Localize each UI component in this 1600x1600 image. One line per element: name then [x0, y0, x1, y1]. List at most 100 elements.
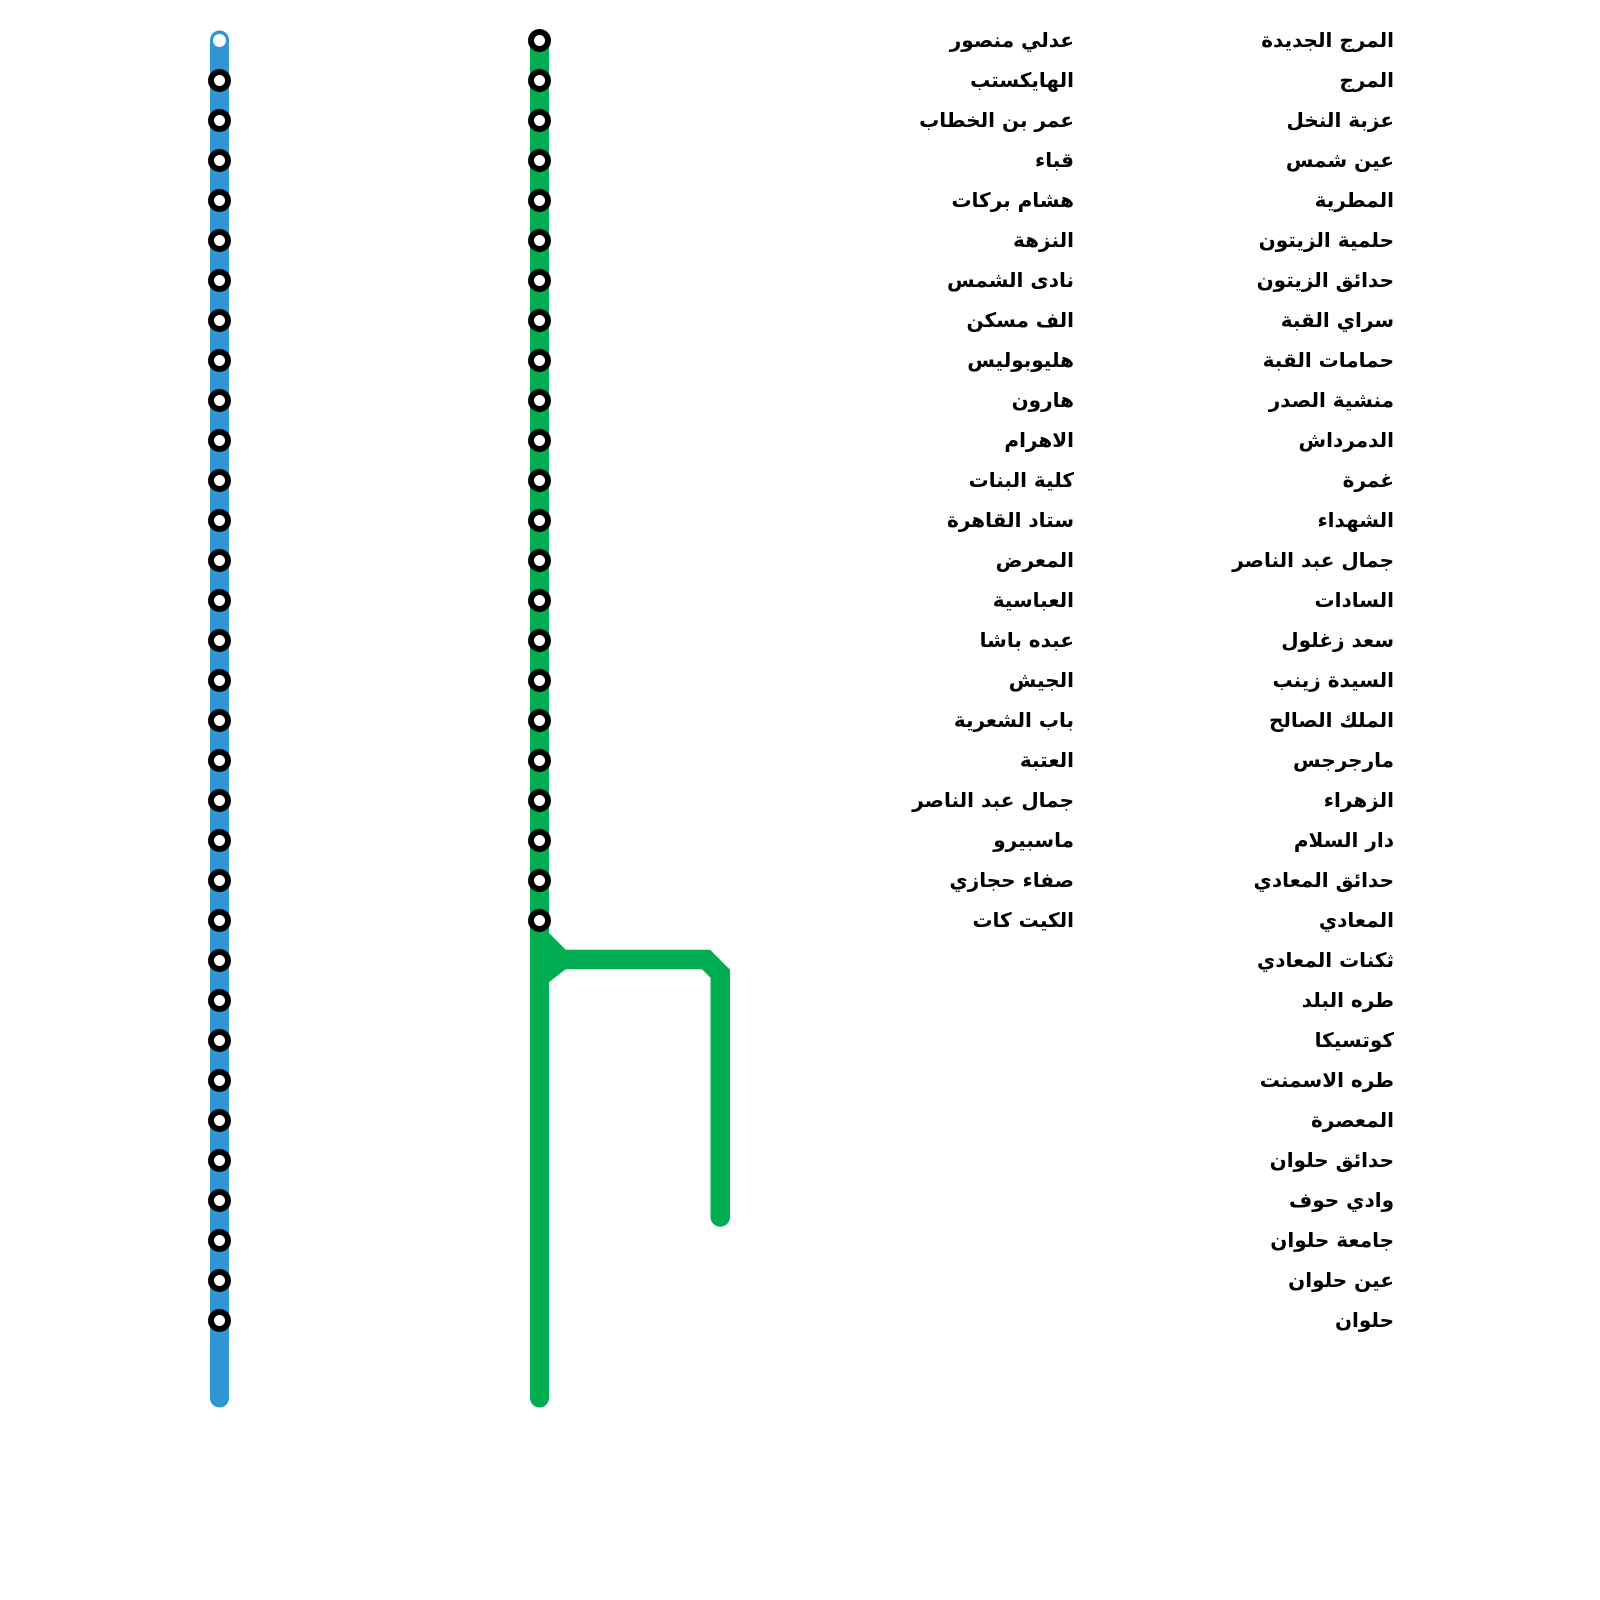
- station-marker: [528, 508, 551, 532]
- station-label: صفاء حجازي: [949, 868, 1074, 892]
- green-branch-path: [560, 949, 730, 1217]
- station-label: غمرة: [1342, 468, 1394, 492]
- station-marker: [528, 188, 551, 212]
- station-marker: [208, 668, 231, 692]
- station-label: باب الشعرية: [953, 708, 1074, 732]
- station-marker: [208, 1068, 231, 1092]
- station-marker: [208, 548, 231, 572]
- station-marker: [528, 388, 551, 412]
- station-label: الزهراء: [1323, 788, 1394, 812]
- station-marker: [208, 828, 231, 852]
- station-label: الجيش: [1008, 668, 1074, 692]
- station-label: المعرض: [995, 548, 1074, 572]
- station-marker: [528, 628, 551, 652]
- station-label: عين شمس: [1285, 148, 1394, 172]
- station-label: عمر بن الخطاب: [919, 108, 1074, 132]
- station-label: المطرية: [1314, 188, 1394, 212]
- station-marker: [528, 348, 551, 372]
- station-label: دار السلام: [1293, 828, 1394, 852]
- station-marker: [528, 828, 551, 852]
- station-marker: [208, 428, 231, 452]
- station-label: حدائق المعادي: [1253, 868, 1395, 892]
- station-terminus-dot: [213, 33, 226, 47]
- station-marker: [208, 988, 231, 1012]
- station-marker: [528, 868, 551, 892]
- station-marker: [208, 468, 231, 492]
- station-label: هليوبوليس: [967, 348, 1074, 372]
- station-label: عدلي منصور: [949, 28, 1074, 52]
- station-label: العتبة: [1019, 748, 1074, 772]
- station-label: وادي حوف: [1288, 1188, 1394, 1212]
- station-label: الشهداء: [1317, 508, 1394, 532]
- green-branch-end-cap: [710, 1207, 730, 1227]
- station-marker: [208, 748, 231, 772]
- station-marker: [208, 1188, 231, 1212]
- station-label: السادات: [1314, 588, 1394, 612]
- station-label: حمامات القبة: [1262, 348, 1394, 372]
- station-label: طره الاسمنت: [1259, 1068, 1394, 1092]
- station-label: الهايكستب: [970, 68, 1074, 92]
- station-marker: [208, 388, 231, 412]
- station-label: السيدة زينب: [1272, 668, 1394, 692]
- station-marker: [208, 788, 231, 812]
- station-label: حلوان: [1334, 1308, 1394, 1332]
- station-marker: [208, 108, 231, 132]
- station-marker: [528, 148, 551, 172]
- station-marker: [528, 548, 551, 572]
- station-marker: [208, 708, 231, 732]
- station-label: هشام بركات: [951, 188, 1074, 212]
- station-marker: [208, 188, 231, 212]
- station-marker: [528, 228, 551, 252]
- station-label: عبده باشا: [979, 628, 1074, 652]
- station-marker: [208, 268, 231, 292]
- station-label: العباسية: [992, 588, 1074, 612]
- station-label: عين حلوان: [1288, 1268, 1394, 1292]
- station-marker: [528, 788, 551, 812]
- station-marker: [208, 1308, 231, 1332]
- station-marker: [208, 1228, 231, 1252]
- station-marker: [208, 908, 231, 932]
- station-marker: [208, 1268, 231, 1292]
- station-label: قباء: [1035, 148, 1074, 172]
- station-label: سعد زغلول: [1281, 628, 1394, 652]
- station-marker: [208, 228, 231, 252]
- station-marker: [208, 308, 231, 332]
- station-label: الملك الصالح: [1268, 708, 1394, 732]
- station-label: حلمية الزيتون: [1258, 228, 1394, 252]
- station-label: المعصرة: [1310, 1108, 1394, 1132]
- station-marker: [208, 1108, 231, 1132]
- station-label: سراي القبة: [1280, 308, 1394, 332]
- station-marker: [528, 668, 551, 692]
- station-marker: [208, 1028, 231, 1052]
- station-marker: [528, 908, 551, 932]
- station-label: المرج: [1339, 68, 1394, 92]
- station-marker: [208, 148, 231, 172]
- station-marker: [208, 588, 231, 612]
- station-marker: [528, 28, 551, 52]
- station-marker: [528, 268, 551, 292]
- station-marker: [208, 868, 231, 892]
- station-label: هارون: [1011, 388, 1074, 412]
- station-label: الاهرام: [1004, 428, 1074, 452]
- station-marker: [528, 468, 551, 492]
- station-label: جمال عبد الناصر: [912, 788, 1074, 812]
- station-marker: [528, 708, 551, 732]
- station-marker: [208, 1148, 231, 1172]
- station-label: كلية البنات: [968, 468, 1074, 492]
- green-branch-junction-flare: [548, 932, 566, 983]
- station-label: طره البلد: [1301, 988, 1394, 1012]
- station-label: نادى الشمس: [947, 268, 1074, 292]
- station-label: جمال عبد الناصر: [1232, 548, 1394, 572]
- station-marker: [208, 68, 231, 92]
- station-marker: [208, 948, 231, 972]
- station-label: المعادي: [1318, 908, 1394, 932]
- station-label: جامعة حلوان: [1270, 1228, 1394, 1252]
- station-marker: [528, 308, 551, 332]
- station-marker: [528, 428, 551, 452]
- station-marker: [208, 628, 231, 652]
- station-label: ماسبيرو: [993, 828, 1074, 852]
- station-label: المرج الجديدة: [1261, 28, 1394, 52]
- station-marker: [208, 348, 231, 372]
- station-label: ثكنات المعادي: [1256, 948, 1394, 972]
